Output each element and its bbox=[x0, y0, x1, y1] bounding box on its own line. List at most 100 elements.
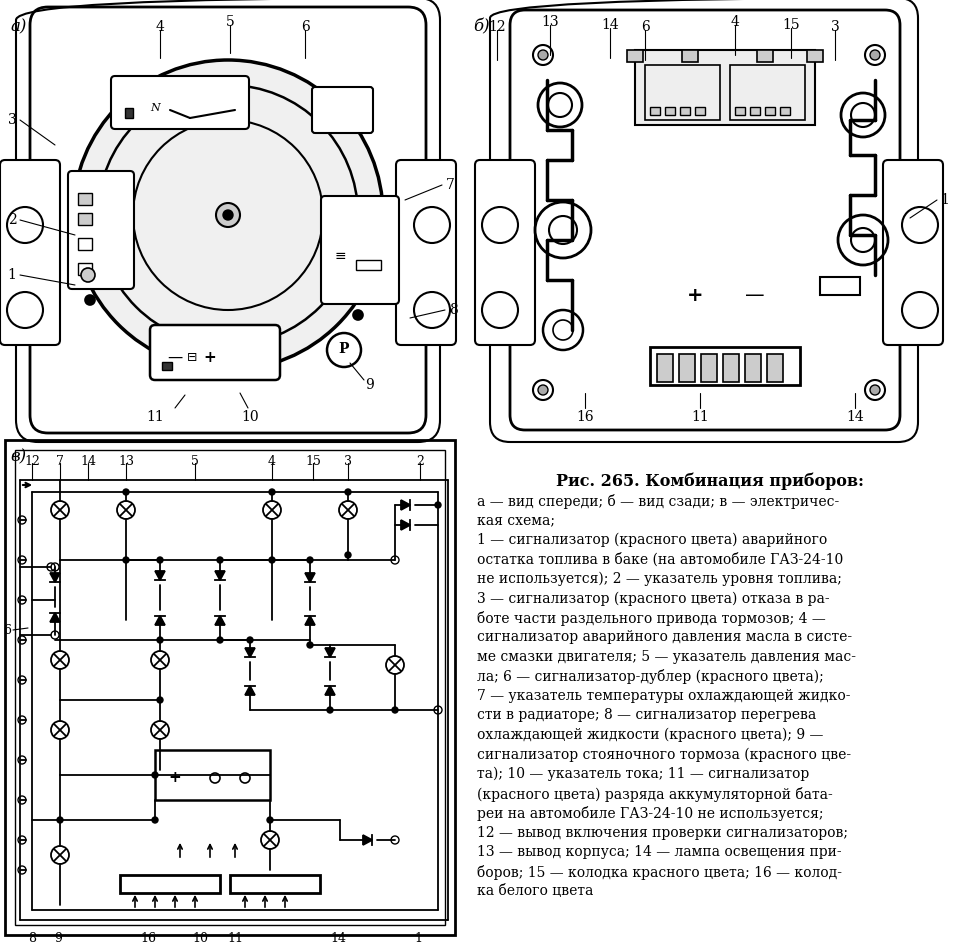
Bar bbox=[162, 362, 172, 370]
Text: 9: 9 bbox=[366, 378, 374, 392]
Circle shape bbox=[57, 817, 63, 823]
Text: 7: 7 bbox=[56, 455, 64, 468]
Text: та); 10 — указатель тока; 11 — сигнализатор: та); 10 — указатель тока; 11 — сигнализа… bbox=[477, 767, 809, 781]
Circle shape bbox=[538, 385, 548, 395]
Text: 13: 13 bbox=[118, 455, 134, 468]
Text: 1 — сигнализатор (красного цвета) аварийного: 1 — сигнализатор (красного цвета) аварий… bbox=[477, 533, 828, 547]
Circle shape bbox=[307, 642, 313, 648]
Text: N: N bbox=[150, 103, 160, 113]
Polygon shape bbox=[156, 616, 165, 625]
FancyBboxPatch shape bbox=[111, 76, 249, 129]
Text: реи на автомобиле ГАЗ-24-10 не используется;: реи на автомобиле ГАЗ-24-10 не используе… bbox=[477, 806, 824, 821]
Text: 7 — указатель температуры охлаждающей жидко-: 7 — указатель температуры охлаждающей жи… bbox=[477, 689, 851, 703]
Text: (красного цвета) разряда аккумуляторной бата-: (красного цвета) разряда аккумуляторной … bbox=[477, 787, 832, 801]
Text: 11: 11 bbox=[227, 932, 243, 945]
Bar bbox=[635, 50, 815, 125]
Text: +: + bbox=[204, 350, 216, 364]
Text: 5: 5 bbox=[226, 15, 234, 29]
Text: 1: 1 bbox=[8, 268, 16, 282]
Text: 4: 4 bbox=[268, 455, 276, 468]
Text: ≡: ≡ bbox=[334, 249, 346, 263]
Bar bbox=[627, 50, 643, 62]
Text: 13: 13 bbox=[541, 15, 559, 29]
Text: 11: 11 bbox=[691, 410, 708, 424]
Bar bbox=[78, 263, 92, 275]
Bar bbox=[230, 875, 320, 893]
Text: б): б) bbox=[473, 18, 490, 35]
Bar bbox=[750, 107, 760, 115]
Text: 5: 5 bbox=[191, 455, 199, 468]
Circle shape bbox=[435, 502, 441, 508]
FancyBboxPatch shape bbox=[30, 7, 426, 433]
Text: 15: 15 bbox=[305, 455, 321, 468]
Bar bbox=[356, 260, 381, 270]
Text: 10: 10 bbox=[241, 410, 259, 424]
Text: кая схема;: кая схема; bbox=[477, 514, 555, 527]
Text: 12 — вывод включения проверки сигнализаторов;: 12 — вывод включения проверки сигнализат… bbox=[477, 826, 848, 840]
Circle shape bbox=[870, 385, 880, 395]
Circle shape bbox=[157, 637, 163, 643]
Circle shape bbox=[217, 637, 223, 643]
Text: 8: 8 bbox=[28, 932, 36, 945]
Bar bbox=[125, 108, 133, 118]
Bar bbox=[78, 238, 92, 250]
Bar bbox=[650, 347, 800, 385]
Bar bbox=[767, 354, 783, 382]
Circle shape bbox=[353, 310, 363, 320]
Polygon shape bbox=[215, 616, 225, 625]
Text: 12: 12 bbox=[24, 455, 40, 468]
Text: 7: 7 bbox=[445, 178, 454, 192]
Polygon shape bbox=[245, 648, 255, 657]
Text: сти в радиаторе; 8 — сигнализатор перегрева: сти в радиаторе; 8 — сигнализатор перегр… bbox=[477, 708, 816, 722]
Text: не используется); 2 — указатель уровня топлива;: не используется); 2 — указатель уровня т… bbox=[477, 572, 842, 587]
Text: —: — bbox=[745, 285, 765, 304]
Circle shape bbox=[73, 60, 383, 370]
Text: 13 — вывод корпуса; 14 — лампа освещения при-: 13 — вывод корпуса; 14 — лампа освещения… bbox=[477, 845, 842, 859]
Text: 3: 3 bbox=[830, 20, 839, 34]
Bar bbox=[155, 750, 270, 800]
Polygon shape bbox=[245, 686, 255, 695]
Polygon shape bbox=[363, 835, 372, 845]
Text: боте части раздельного привода тормозов; 4 —: боте части раздельного привода тормозов;… bbox=[477, 611, 826, 626]
Bar bbox=[15, 450, 445, 925]
Bar bbox=[757, 50, 773, 62]
Text: 4: 4 bbox=[156, 20, 164, 34]
Circle shape bbox=[267, 817, 273, 823]
FancyBboxPatch shape bbox=[883, 160, 943, 345]
Circle shape bbox=[123, 489, 129, 495]
Text: 1: 1 bbox=[414, 932, 422, 945]
Text: +: + bbox=[686, 285, 704, 304]
FancyBboxPatch shape bbox=[0, 160, 60, 345]
Text: сигнализатор аварийного давления масла в систе-: сигнализатор аварийного давления масла в… bbox=[477, 630, 852, 645]
Text: P: P bbox=[339, 342, 349, 356]
Polygon shape bbox=[401, 501, 410, 510]
Bar bbox=[665, 107, 675, 115]
Circle shape bbox=[345, 489, 351, 495]
Circle shape bbox=[392, 707, 398, 713]
Text: а — вид спереди; б — вид сзади; в — электричес-: а — вид спереди; б — вид сзади; в — элек… bbox=[477, 494, 839, 509]
Text: 16: 16 bbox=[576, 410, 594, 424]
Polygon shape bbox=[215, 571, 225, 580]
Polygon shape bbox=[401, 520, 410, 530]
Text: 16: 16 bbox=[140, 932, 156, 945]
Circle shape bbox=[307, 557, 313, 563]
Polygon shape bbox=[325, 648, 335, 657]
Bar bbox=[650, 107, 660, 115]
Bar bbox=[695, 107, 705, 115]
Text: 15: 15 bbox=[782, 18, 800, 32]
Text: 8: 8 bbox=[448, 303, 457, 317]
Circle shape bbox=[210, 773, 220, 783]
Bar bbox=[701, 354, 717, 382]
Text: ⊟: ⊟ bbox=[187, 351, 197, 363]
Bar bbox=[680, 107, 690, 115]
Circle shape bbox=[269, 557, 275, 563]
Bar bbox=[735, 107, 745, 115]
Text: 6: 6 bbox=[300, 20, 309, 34]
Bar bbox=[723, 354, 739, 382]
Bar bbox=[5, 440, 455, 935]
Bar bbox=[820, 277, 860, 295]
Text: ме смазки двигателя; 5 — указатель давления мас-: ме смазки двигателя; 5 — указатель давле… bbox=[477, 650, 856, 664]
Text: Рис. 265. Комбинация приборов:: Рис. 265. Комбинация приборов: bbox=[556, 472, 864, 489]
Circle shape bbox=[157, 697, 163, 703]
Text: а): а) bbox=[10, 18, 26, 35]
